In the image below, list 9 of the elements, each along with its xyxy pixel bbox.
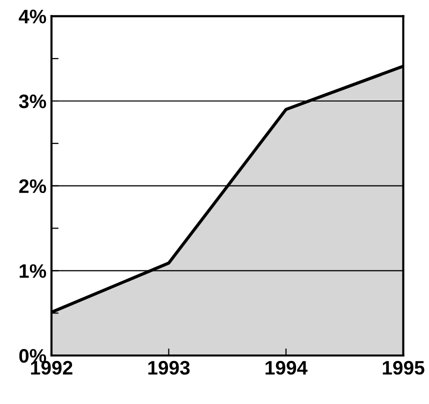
x-tick-label: 1994 <box>266 360 308 375</box>
y-tick-label: 4% <box>18 10 46 24</box>
y-tick-label: 0% <box>19 348 46 363</box>
y-tick-label: 3% <box>18 94 46 108</box>
x-tick-label: 1995 <box>382 360 424 375</box>
x-tick-label: 1992 <box>31 360 72 375</box>
y-tick-label: 2% <box>19 179 46 194</box>
y-tick-label: 1% <box>20 264 46 278</box>
x-tick-label: 1993 <box>148 360 190 375</box>
